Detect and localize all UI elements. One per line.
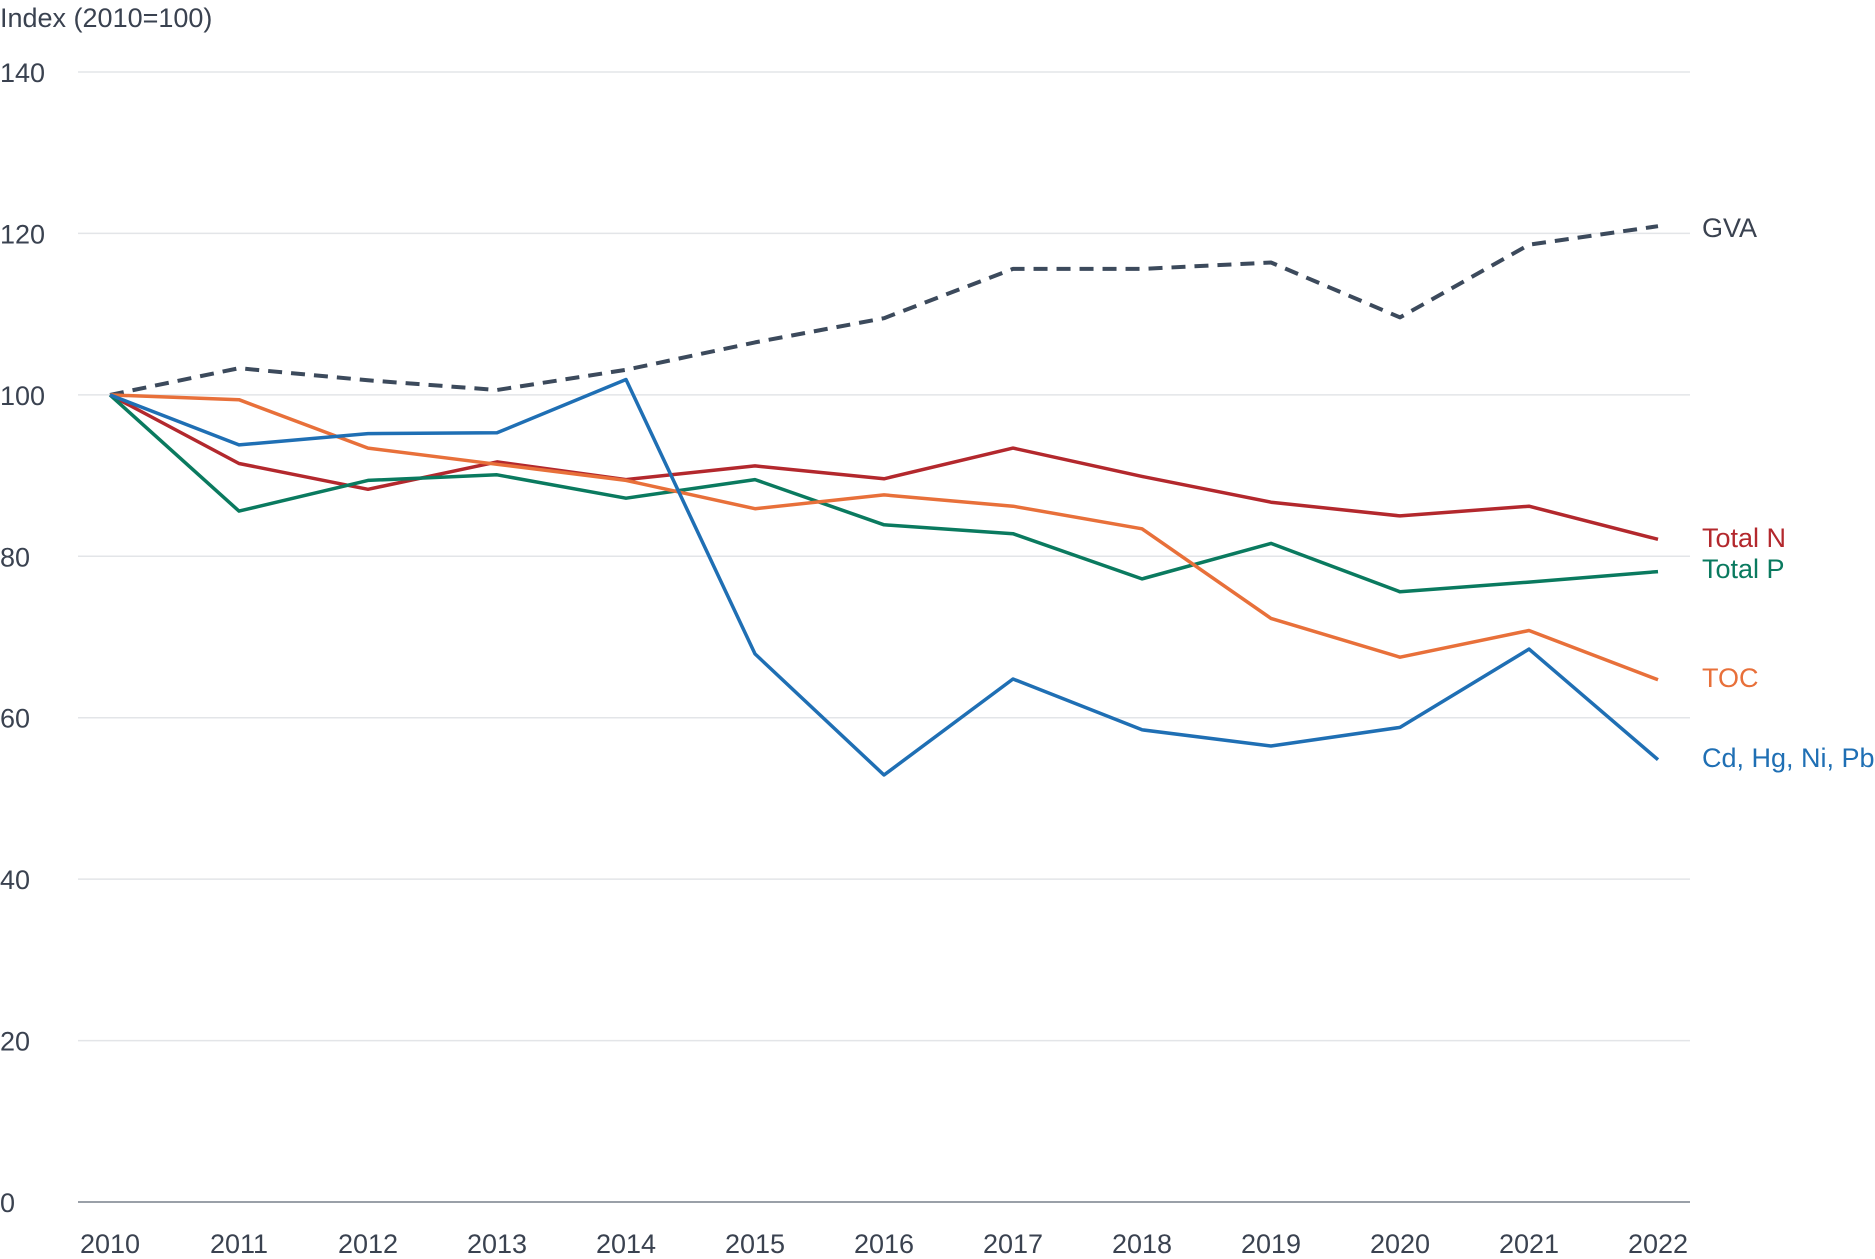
series-label-total-n: Total N: [1702, 523, 1786, 553]
x-tick-label-2017: 2017: [983, 1229, 1043, 1259]
x-tick-label-2019: 2019: [1241, 1229, 1301, 1259]
series-label-cd-hg-ni-pb: Cd, Hg, Ni, Pb: [1702, 743, 1875, 773]
x-tick-label-2013: 2013: [467, 1229, 527, 1259]
x-tick-label-2020: 2020: [1370, 1229, 1430, 1259]
x-axis-tick-labels: 2010 2011 2012 2013 2014 2015 2016 2017 2018 2019…: [80, 1229, 1688, 1259]
series-line-total-p: [108, 393, 1659, 594]
y-tick-label-120: 120: [0, 219, 45, 249]
series-label-toc: TOC: [1702, 663, 1759, 693]
x-tick-label-2016: 2016: [854, 1229, 914, 1259]
x-tick-label-2011: 2011: [210, 1229, 268, 1259]
y-axis-title: Index (2010=100): [0, 3, 212, 33]
x-tick-label-2021: 2021: [1499, 1229, 1559, 1259]
series-line-total-n: [109, 393, 1659, 541]
series-line-gva: [109, 224, 1659, 397]
x-tick-label-2018: 2018: [1112, 1229, 1172, 1259]
grid-lines: [78, 71, 1690, 1042]
y-axis-tick-labels: 0 20 40 60 80 100 120 140: [0, 58, 45, 1218]
y-tick-label-140: 140: [0, 58, 45, 88]
x-tick-label-2014: 2014: [596, 1229, 656, 1259]
x-tick-label-2022: 2022: [1628, 1229, 1688, 1259]
x-tick-label-2015: 2015: [725, 1229, 785, 1259]
y-tick-label-40: 40: [0, 865, 30, 895]
y-tick-label-0: 0: [0, 1188, 15, 1218]
y-tick-label-60: 60: [0, 704, 30, 734]
series-label-total-p: Total P: [1702, 554, 1785, 584]
series-line-toc: [109, 393, 1659, 682]
series-label-gva: GVA: [1702, 213, 1757, 243]
x-tick-label-2010: 2010: [80, 1229, 140, 1259]
y-tick-label-80: 80: [0, 542, 30, 572]
x-tick-label-2012: 2012: [338, 1229, 398, 1259]
y-tick-label-20: 20: [0, 1027, 30, 1057]
y-tick-label-100: 100: [0, 381, 45, 411]
series-line-cd-hg-ni-pb: [109, 377, 1660, 777]
series-lines: [108, 224, 1660, 777]
